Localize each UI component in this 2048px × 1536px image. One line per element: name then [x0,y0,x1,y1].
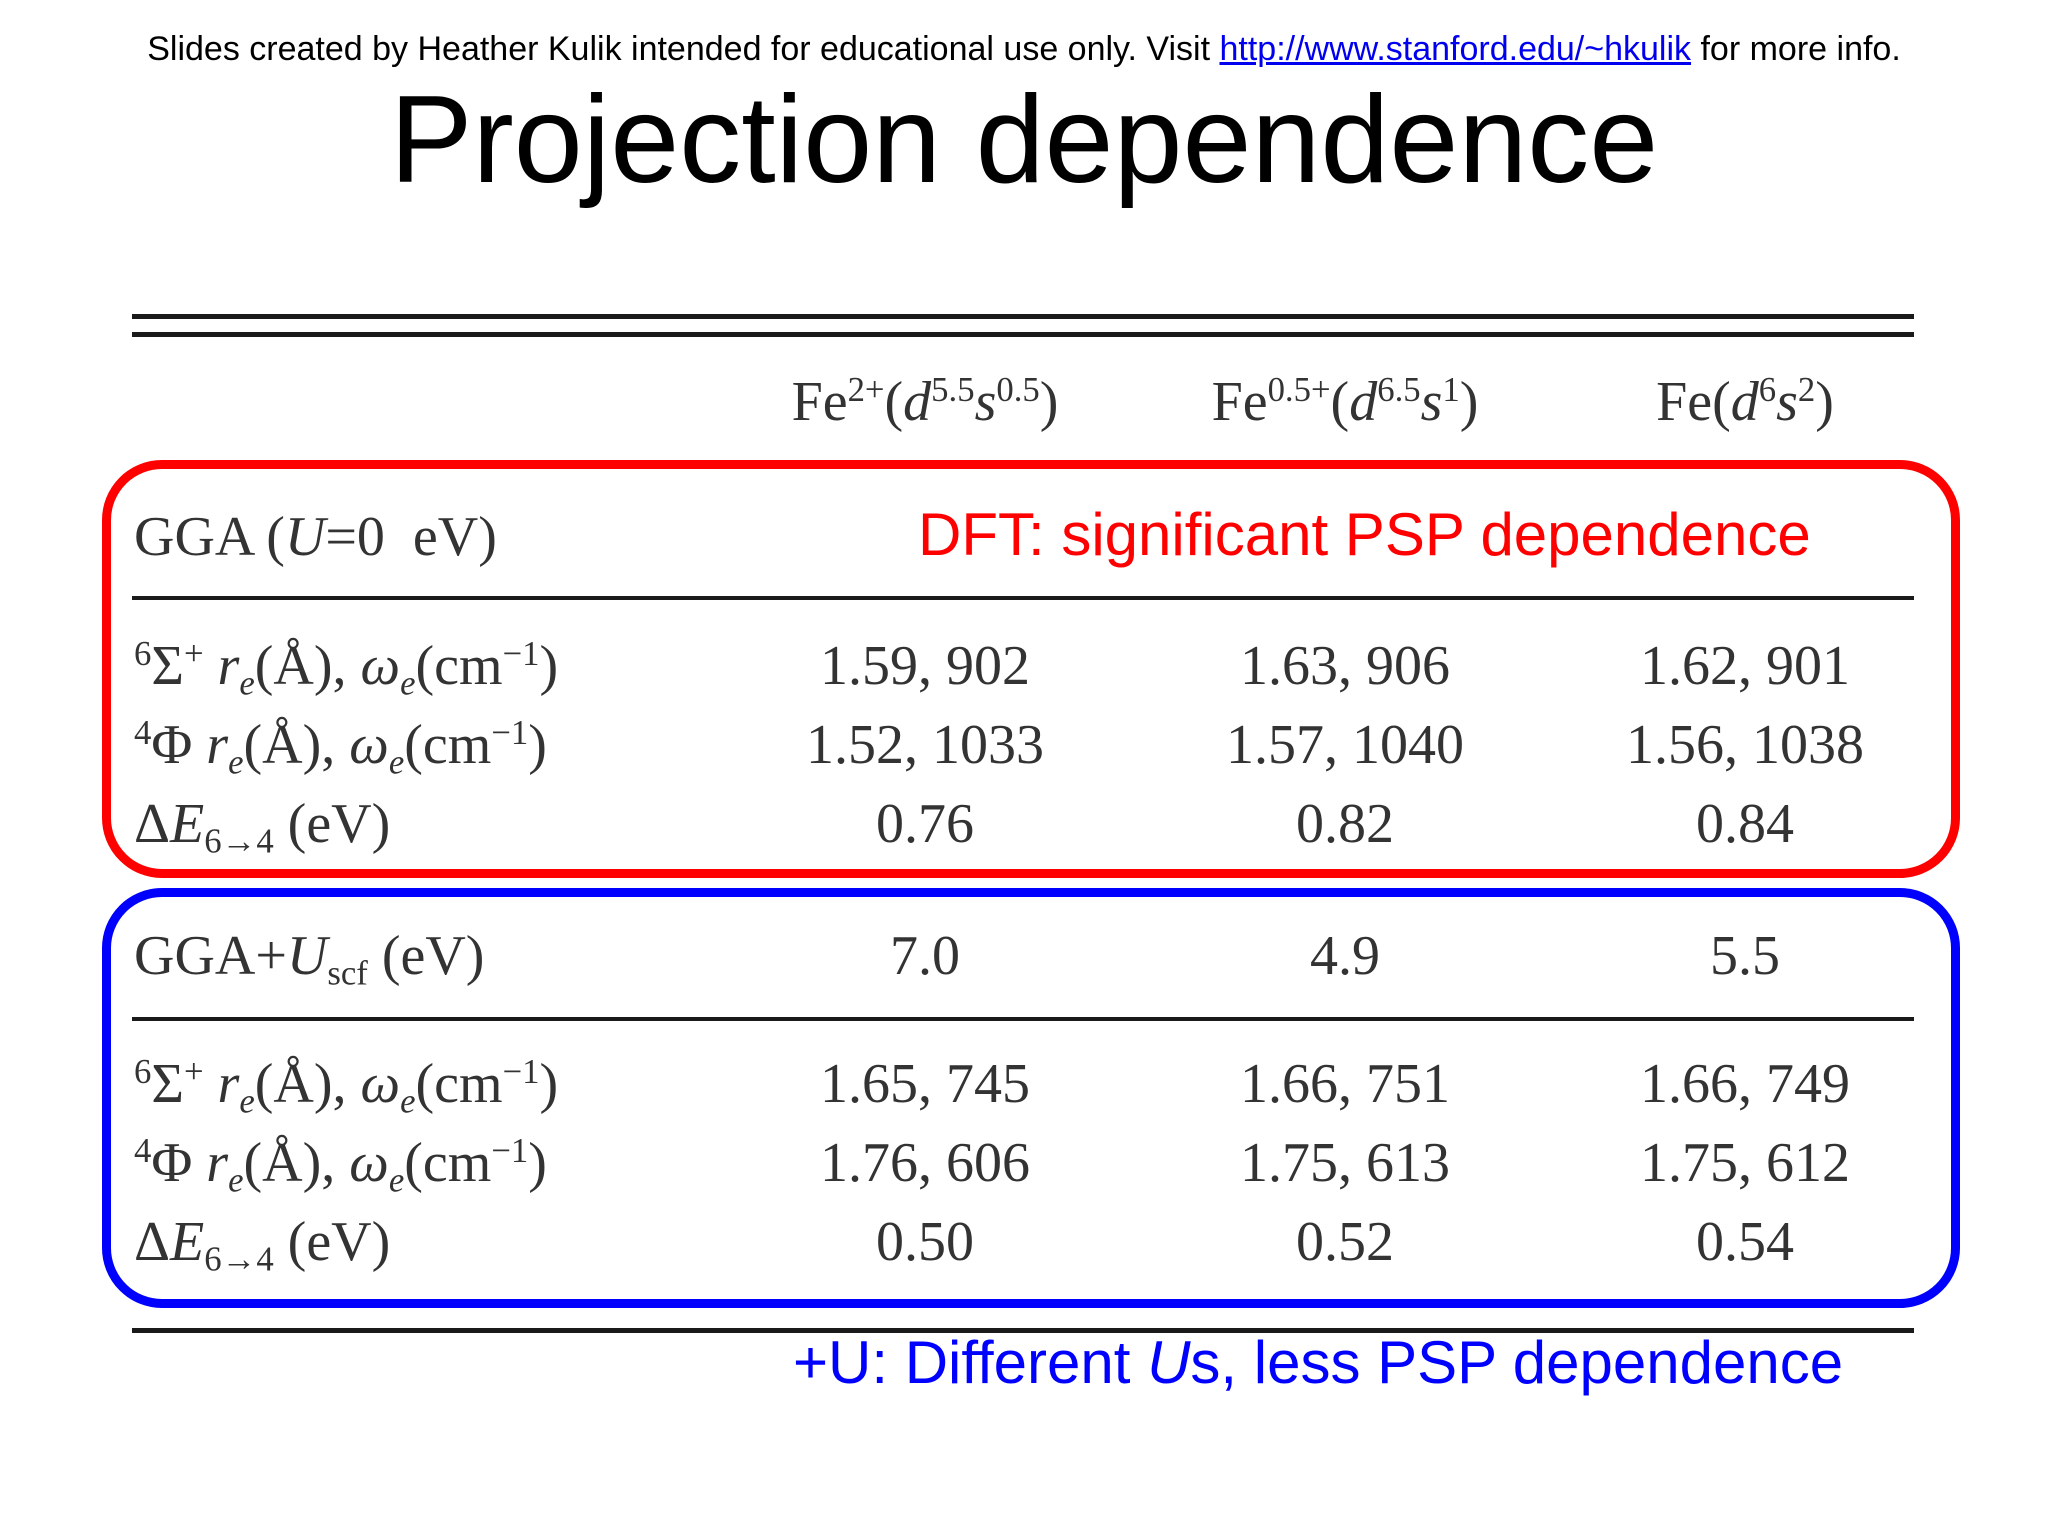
ggau-row-de-fe: 0.54 [1696,1211,1794,1273]
dft-annotation: DFT: significant PSP dependence [918,501,1811,568]
ggau-row-sigma-fe05: 1.66, 751 [1240,1053,1450,1115]
gga-row-phi-fe05: 1.57, 1040 [1226,714,1464,776]
gga-row-de-fe2: 0.76 [876,793,974,855]
ggau-row-phi-label: 4Φ re(Å), ωe(cm−1) [134,1130,547,1200]
ggau-row-de-fe05: 0.52 [1296,1211,1394,1273]
column-header-fe05: Fe0.5+(d6.5s1) [1211,369,1479,433]
gga-row-de-fe05: 0.82 [1296,793,1394,855]
column-header-fe: Fe(d6s2) [1656,369,1834,433]
plus-u-annotation-italic: U [1147,1329,1191,1396]
ggau-row-phi-fe2: 1.76, 606 [820,1132,1030,1194]
credit-line: Slides created by Heather Kulik intended… [0,30,2048,69]
ggau-u-fe05: 4.9 [1310,925,1380,987]
ggau-header-rule [132,1017,1914,1021]
gga-row-phi-label: 4Φ re(Å), ωe(cm−1) [134,712,547,782]
table-top-rule-1 [132,314,1914,319]
gga-row-phi-fe: 1.56, 1038 [1626,714,1864,776]
ggau-u-fe2: 7.0 [890,925,960,987]
gga-row-sigma-fe2: 1.59, 902 [820,635,1030,697]
gga-header-rule [132,596,1914,600]
gga-row-de-fe: 0.84 [1696,793,1794,855]
column-header-fe2: Fe2+(d5.5s0.5) [791,369,1059,433]
ggau-highlight-box [102,888,1960,1308]
slide-title: Projection dependence [389,71,1659,209]
ggau-row-phi-fe05: 1.75, 613 [1240,1132,1450,1194]
credit-text-after: for more info. [1691,30,1901,68]
gga-row-sigma-label: 6Σ+ re(Å), ωe(cm−1) [134,633,559,703]
plus-u-annotation-after: s, less PSP dependence [1190,1329,1844,1396]
ggau-row-sigma-fe: 1.66, 749 [1640,1053,1850,1115]
gga-highlight-box [102,460,1960,878]
plus-u-annotation: +U: Different Us, less PSP dependence [793,1328,1843,1397]
ggau-row-sigma-label: 6Σ+ re(Å), ωe(cm−1) [134,1051,559,1121]
table-top-rule-2 [132,332,1914,337]
credit-text-before: Slides created by Heather Kulik intended… [147,30,1220,68]
plus-u-annotation-before: +U: Different [793,1329,1148,1396]
credit-link[interactable]: http://www.stanford.edu/~hkulik [1219,30,1692,68]
table-bottom-rule [132,1328,1914,1333]
gga-row-phi-fe2: 1.52, 1033 [806,714,1044,776]
gga-row-sigma-fe: 1.62, 901 [1640,635,1850,697]
ggau-row-sigma-fe2: 1.65, 745 [820,1053,1030,1115]
gga-row-sigma-fe05: 1.63, 906 [1240,635,1450,697]
ggau-row-de-label: ΔE6→4 (eV) [134,1211,391,1279]
ggau-u-fe: 5.5 [1710,925,1780,987]
ggau-row-phi-fe: 1.75, 612 [1640,1132,1850,1194]
ggau-row-de-fe2: 0.50 [876,1211,974,1273]
